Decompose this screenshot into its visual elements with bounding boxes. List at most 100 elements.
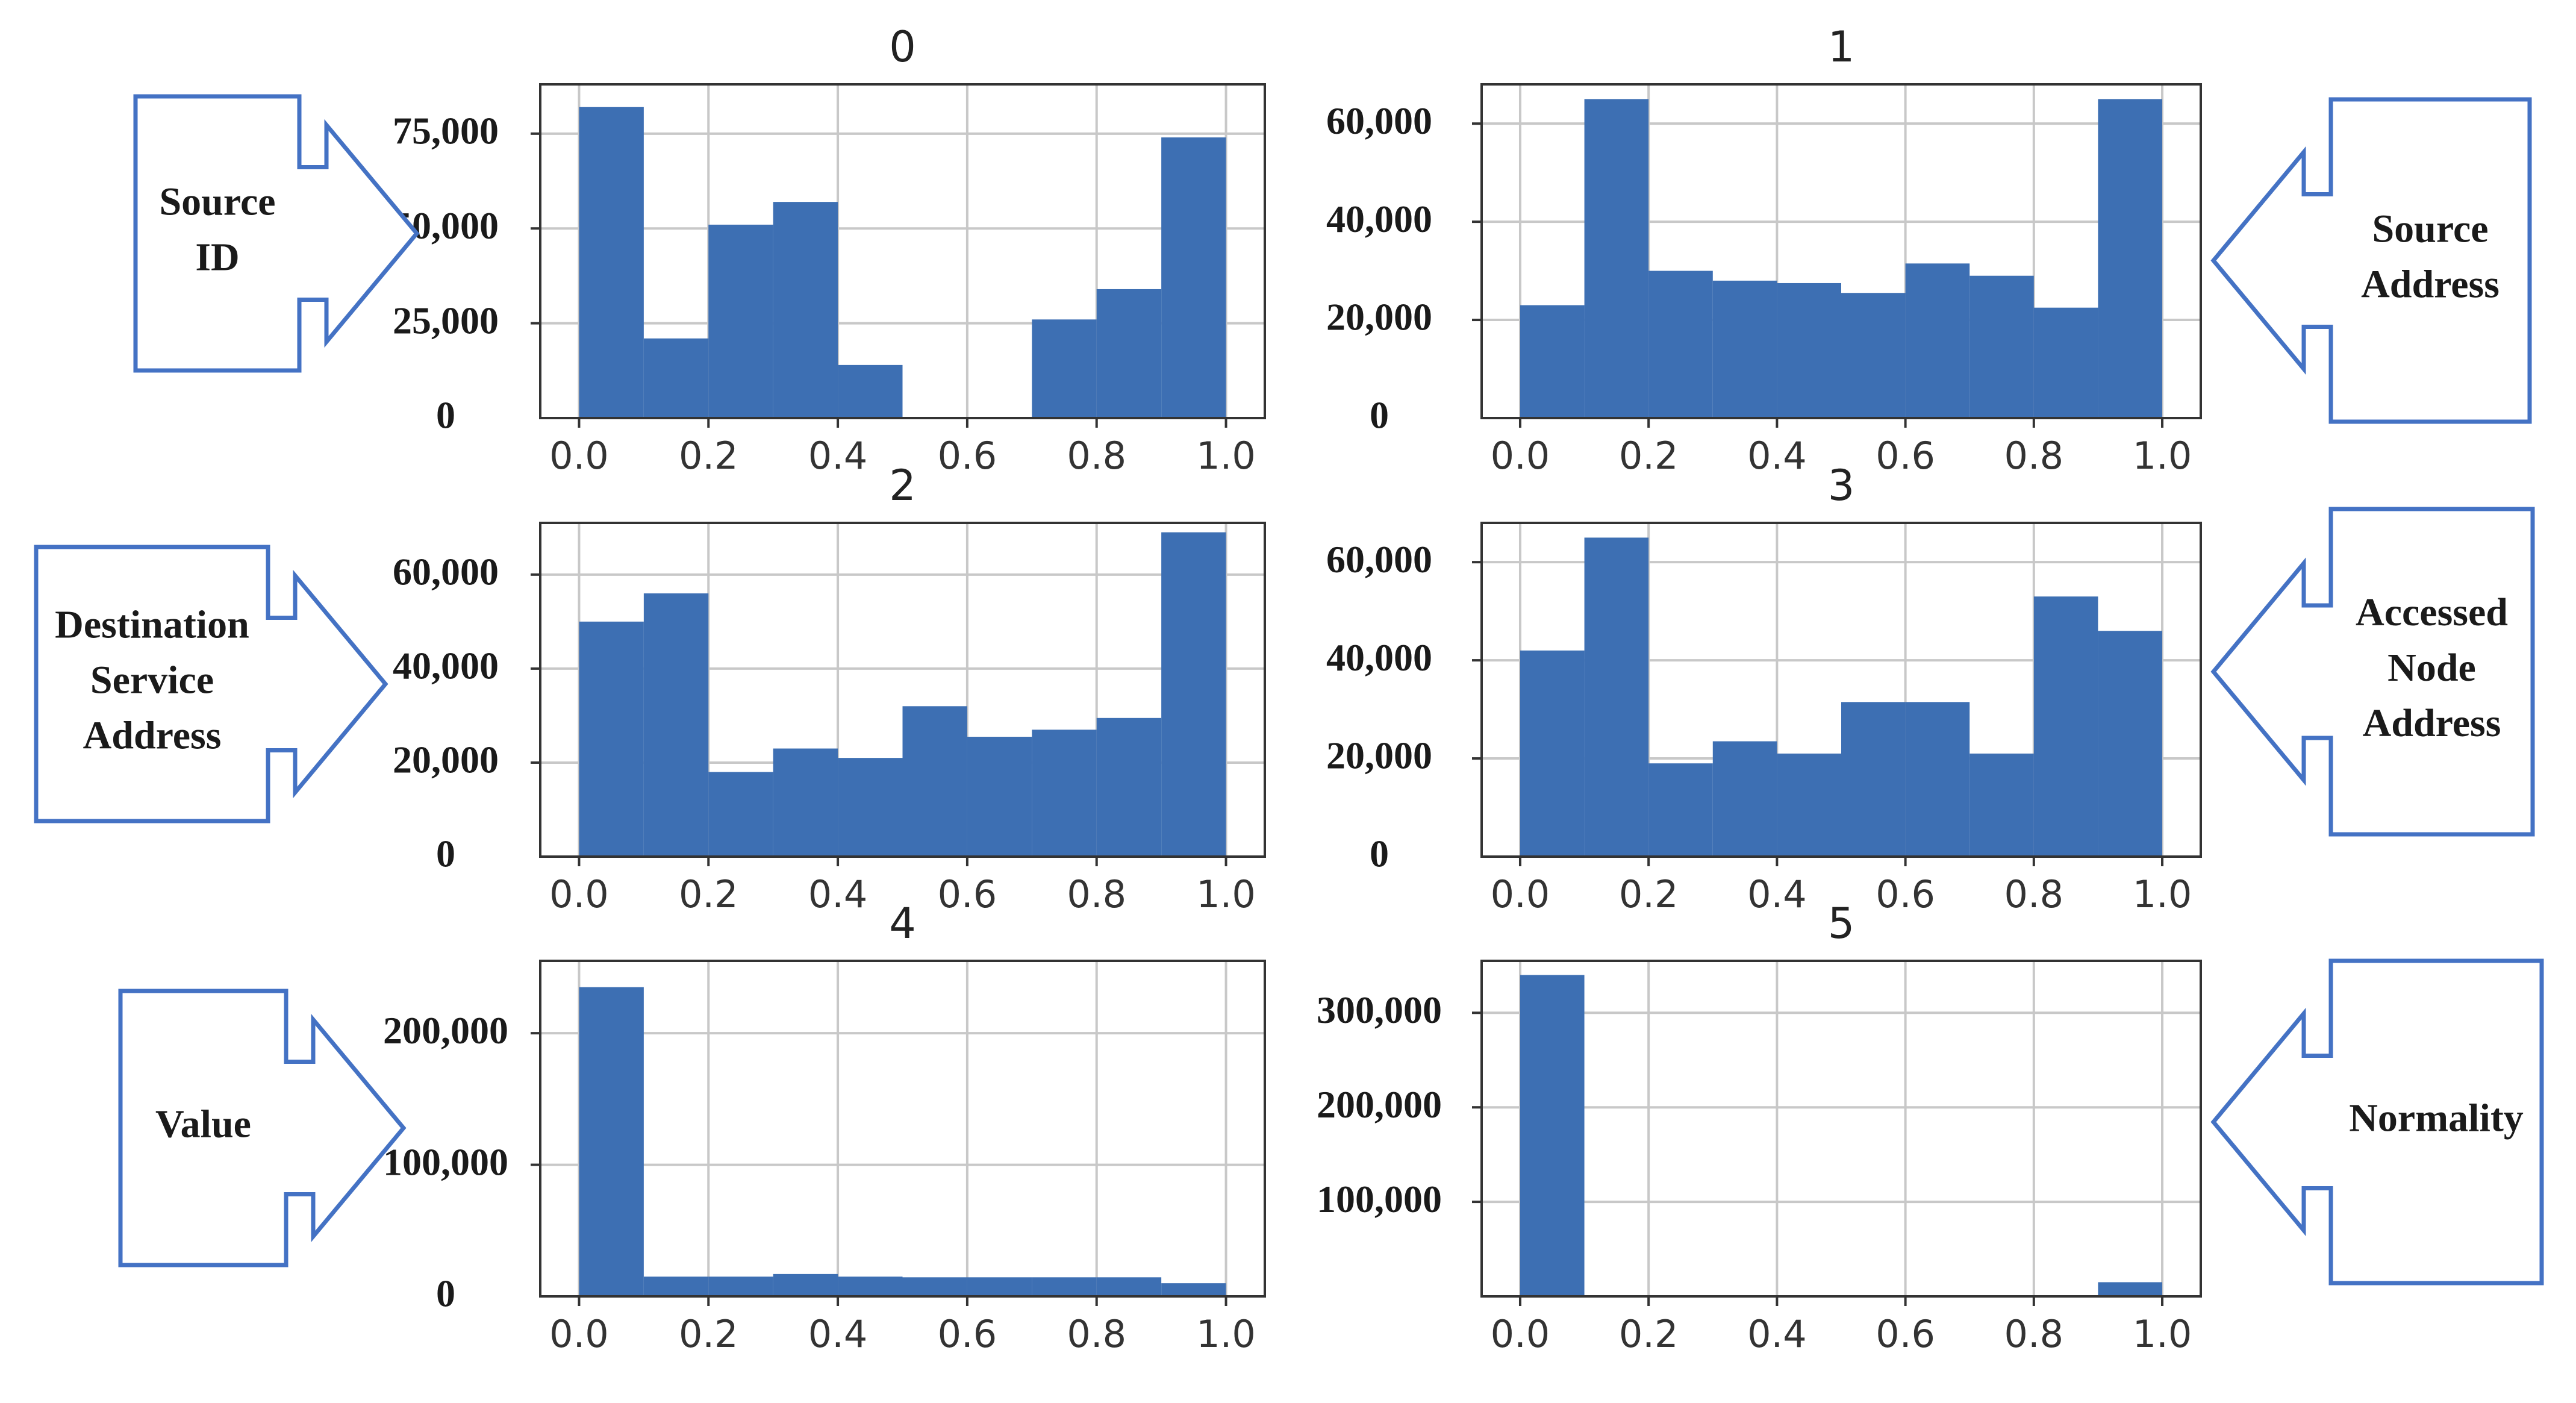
histogram-bar — [708, 1276, 773, 1296]
histogram-bar — [643, 338, 709, 418]
histogram-bar — [967, 1277, 1032, 1296]
histogram-bar — [773, 202, 838, 418]
x-tick-label: 0.2 — [679, 872, 738, 916]
y-tick-label: 100,000 — [1317, 1178, 1442, 1220]
histogram-bar — [1712, 280, 1777, 418]
histogram-bar — [579, 107, 644, 419]
y-tick-label: 40,000 — [1326, 636, 1432, 679]
x-tick-label: 0.8 — [1067, 872, 1126, 916]
histogram-bar — [1096, 717, 1162, 857]
histogram-bar — [579, 621, 644, 857]
x-tick-label: 0.2 — [679, 434, 738, 478]
histogram-bar — [1161, 532, 1226, 857]
x-tick-label: 0.8 — [2004, 434, 2064, 478]
x-tick-label: 1.0 — [2133, 434, 2192, 478]
histogram-bar — [1648, 270, 1713, 418]
histogram-bar — [1096, 1277, 1162, 1296]
y-tick-label: 40,000 — [393, 645, 499, 687]
x-tick-label: 0.6 — [938, 434, 997, 478]
y-tick-label: 200,000 — [383, 1009, 508, 1052]
y-tick-label: 20,000 — [1326, 296, 1432, 339]
histogram-bar — [643, 593, 709, 857]
histogram-bar — [1969, 275, 2034, 418]
histogram-bar — [2033, 307, 2098, 418]
callout-label: Value — [155, 1102, 251, 1146]
x-tick-label: 1.0 — [1196, 1312, 1256, 1356]
chart-title: 1 — [1828, 22, 1855, 72]
histogram-bar — [2098, 99, 2163, 419]
y-tick-label: 20,000 — [1326, 734, 1432, 777]
y-tick-label: 0 — [436, 394, 455, 437]
x-tick-label: 0.6 — [1876, 434, 1935, 478]
x-tick-label: 0.4 — [808, 434, 868, 478]
histogram-bar — [838, 364, 903, 418]
callout-label: Destination — [55, 603, 249, 647]
callout-arrow-accessed-node-address: Accessed Node Address — [2210, 507, 2535, 837]
callout-arrow-source-address: Source Address — [2210, 97, 2532, 424]
x-tick-label: 0.8 — [1067, 1312, 1126, 1356]
x-tick-label: 0.0 — [1491, 434, 1550, 478]
x-tick-label: 0.0 — [1491, 1312, 1550, 1356]
histogram-bar — [579, 987, 644, 1296]
histogram-bar — [1096, 289, 1162, 418]
x-tick-label: 0.6 — [1876, 1312, 1935, 1356]
chart-title: 4 — [889, 899, 916, 948]
histogram-bar — [1841, 293, 1906, 418]
y-tick-label: 60,000 — [393, 551, 499, 593]
callout-label: Address — [2363, 701, 2501, 745]
histogram-bar — [1584, 537, 1649, 857]
histogram-bar — [1905, 702, 1970, 857]
y-tick-label: 0 — [436, 1272, 455, 1315]
histogram-bar — [643, 1276, 709, 1296]
y-tick-label: 300,000 — [1317, 989, 1442, 1031]
x-tick-label: 0.4 — [808, 872, 868, 916]
histogram-bar — [1777, 753, 1841, 857]
chart-title: 0 — [889, 22, 916, 72]
histogram-bar — [902, 706, 967, 857]
x-tick-label: 0.0 — [549, 1312, 609, 1356]
histogram-bar — [2098, 1282, 2163, 1296]
histogram-panel-2: 0.0 0.2 0.4 0.6 0.8 1.0 0 20,000 40,000 60,000 2 — [393, 461, 1266, 916]
axes-frame — [539, 960, 1266, 1298]
callout-label: Address — [2361, 263, 2500, 307]
y-tick-label: 25,000 — [393, 299, 499, 342]
chart-title: 3 — [1828, 461, 1855, 510]
axes-frame — [539, 522, 1266, 858]
histogram-bar — [1520, 650, 1585, 857]
histogram-bar — [2033, 596, 2098, 857]
callout-arrow-source-id: Source ID — [133, 94, 420, 373]
x-tick-label: 0.6 — [938, 872, 997, 916]
histogram-bar — [902, 1277, 967, 1296]
x-tick-label: 0.0 — [549, 872, 609, 916]
histogram-bar — [1584, 99, 1649, 419]
callout-label: Normality — [2349, 1096, 2524, 1140]
x-tick-label: 0.2 — [1619, 434, 1679, 478]
callout-label: Source — [2372, 207, 2488, 251]
callout-arrow-shape — [2210, 507, 2535, 837]
axes-frame — [1480, 83, 2202, 419]
histogram-bar — [1648, 763, 1713, 857]
callout-label: Node — [2387, 646, 2476, 690]
y-tick-label: 200,000 — [1317, 1083, 1442, 1126]
histogram-bar — [967, 737, 1032, 857]
y-tick-label: 75,000 — [393, 110, 499, 152]
histogram-bar — [1520, 305, 1585, 418]
histogram-bar — [1032, 730, 1097, 857]
x-tick-label: 0.4 — [808, 1312, 868, 1356]
x-tick-label: 0.4 — [1747, 434, 1807, 478]
histogram-bar — [1161, 137, 1226, 419]
y-tick-label: 20,000 — [393, 739, 499, 781]
x-tick-label: 0.6 — [938, 1312, 997, 1356]
callout-label: ID — [195, 236, 239, 280]
callout-arrow-destination-service-address: Destination Service Address — [34, 545, 388, 823]
histogram-bar — [1969, 753, 2034, 857]
histogram-panel-4: 0.0 0.2 0.4 0.6 0.8 1.0 0 100,000 200,000 4 — [383, 899, 1266, 1356]
x-tick-label: 0.4 — [1747, 1312, 1807, 1356]
histogram-bar — [708, 224, 773, 418]
y-tick-label: 60,000 — [1326, 538, 1432, 581]
y-tick-label: 0 — [436, 833, 455, 875]
callout-arrow-shape — [34, 545, 388, 823]
